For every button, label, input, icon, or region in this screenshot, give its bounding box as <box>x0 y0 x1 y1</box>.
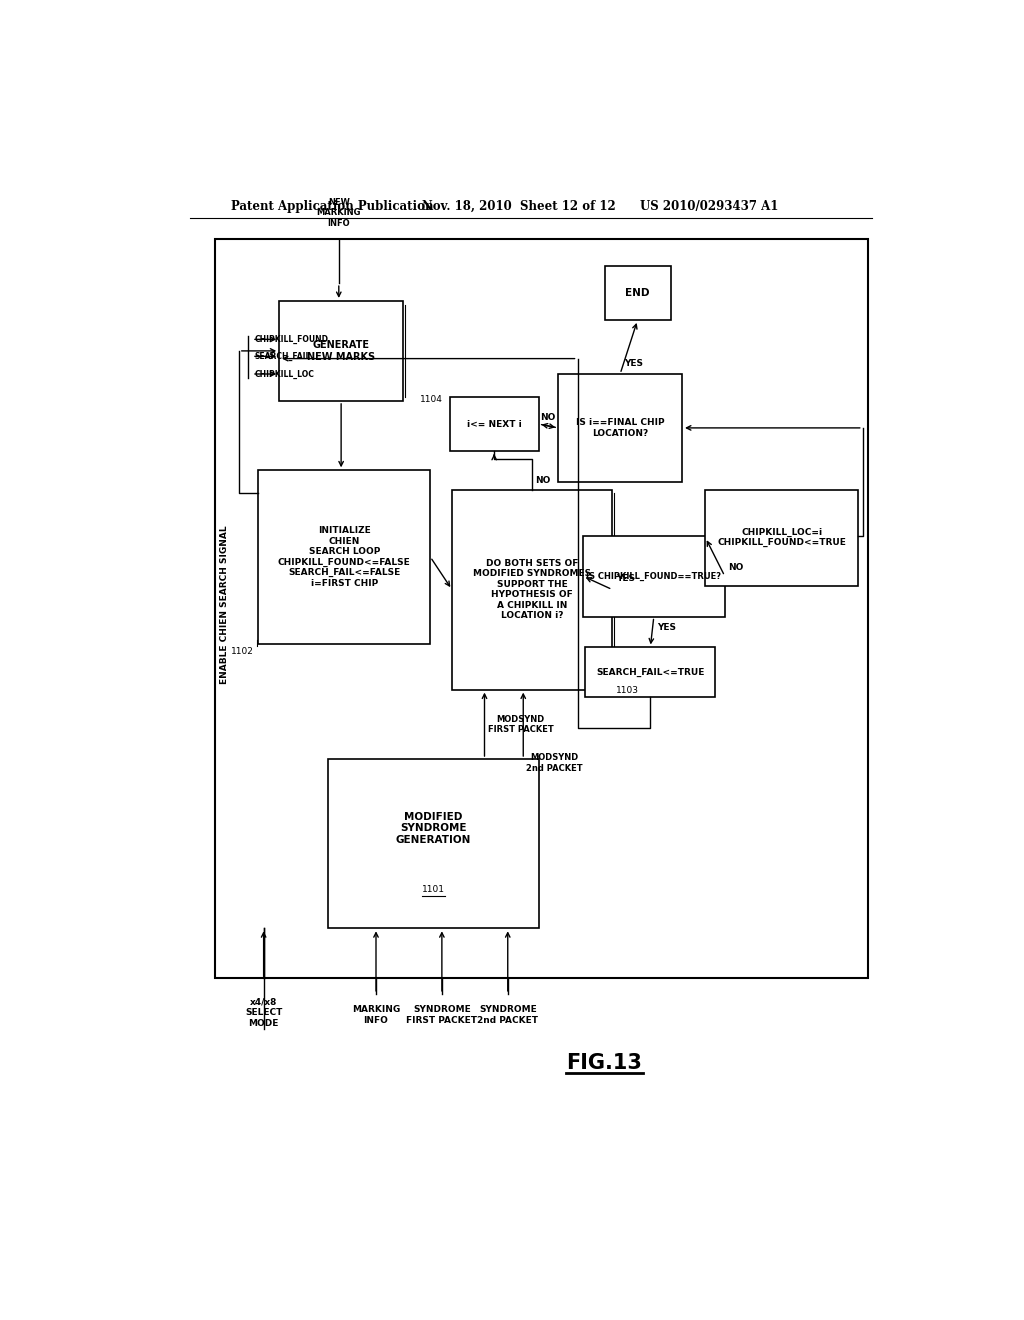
Text: NO: NO <box>536 477 551 484</box>
Text: SYNDROME
FIRST PACKET: SYNDROME FIRST PACKET <box>407 1006 477 1024</box>
Text: IS i==FINAL CHIP
LOCATION?: IS i==FINAL CHIP LOCATION? <box>575 418 665 438</box>
Text: SEARCH_FAIL<=TRUE: SEARCH_FAIL<=TRUE <box>596 668 705 677</box>
Text: 1102: 1102 <box>231 647 254 656</box>
Text: ENABLE CHIEN SEARCH SIGNAL: ENABLE CHIEN SEARCH SIGNAL <box>220 525 229 684</box>
Bar <box>280 301 403 401</box>
Text: END: END <box>626 288 650 298</box>
Text: MODSYND
FIRST PACKET: MODSYND FIRST PACKET <box>487 714 553 734</box>
Text: x4/x8
SELECT
MODE: x4/x8 SELECT MODE <box>245 998 283 1027</box>
Text: INITIALIZE
CHIEN
SEARCH LOOP
CHIPKILL_FOUND<=FALSE
SEARCH_FAIL<=FALSE
i=FIRST CH: INITIALIZE CHIEN SEARCH LOOP CHIPKILL_FO… <box>278 527 411 587</box>
Text: CHIPKILL_LOC=i
CHIPKILL_FOUND<=TRUE: CHIPKILL_LOC=i CHIPKILL_FOUND<=TRUE <box>717 528 846 548</box>
Text: YES: YES <box>616 574 635 583</box>
Text: i<= NEXT i: i<= NEXT i <box>467 420 521 429</box>
Text: Patent Application Publication: Patent Application Publication <box>231 199 433 213</box>
Text: NO: NO <box>728 562 743 572</box>
Text: 1101: 1101 <box>422 886 444 895</box>
Bar <box>328 759 539 928</box>
Text: 1104: 1104 <box>420 395 443 404</box>
Text: IS CHIPKILL_FOUND==TRUE?: IS CHIPKILL_FOUND==TRUE? <box>587 572 721 581</box>
Text: FIG.13: FIG.13 <box>566 1053 642 1073</box>
Text: Nov. 18, 2010  Sheet 12 of 12: Nov. 18, 2010 Sheet 12 of 12 <box>423 199 616 213</box>
Bar <box>706 490 858 586</box>
Text: NEW
MARKING
INFO: NEW MARKING INFO <box>316 198 361 227</box>
Bar <box>258 470 430 644</box>
Text: MODIFIED
SYNDROME
GENERATION: MODIFIED SYNDROME GENERATION <box>395 812 471 845</box>
Text: SEARCH_FAIL: SEARCH_FAIL <box>254 351 310 360</box>
Text: CHIPKILL_FOUND: CHIPKILL_FOUND <box>254 335 329 345</box>
Bar <box>604 267 671 321</box>
Text: CHIPKILL_LOC: CHIPKILL_LOC <box>254 370 314 379</box>
Bar <box>452 490 612 689</box>
Bar <box>450 397 539 451</box>
Text: 1103: 1103 <box>616 686 639 694</box>
Text: YES: YES <box>657 623 676 632</box>
Text: NO: NO <box>540 413 555 422</box>
Bar <box>215 239 868 978</box>
Text: YES: YES <box>624 359 643 368</box>
Bar <box>583 536 725 616</box>
Bar <box>558 374 682 482</box>
Bar <box>586 647 716 697</box>
Text: MODSYND
2nd PACKET: MODSYND 2nd PACKET <box>526 754 583 772</box>
Text: SYNDROME
2nd PACKET: SYNDROME 2nd PACKET <box>477 1006 539 1024</box>
Text: DO BOTH SETS OF
MODIFIED SYNDROMES
SUPPORT THE
HYPOTHESIS OF
A CHIPKILL IN
LOCAT: DO BOTH SETS OF MODIFIED SYNDROMES SUPPO… <box>473 560 591 620</box>
Text: GENERATE
NEW MARKS: GENERATE NEW MARKS <box>307 341 375 362</box>
Text: US 2010/0293437 A1: US 2010/0293437 A1 <box>640 199 778 213</box>
Text: MARKING
INFO: MARKING INFO <box>352 1006 400 1024</box>
